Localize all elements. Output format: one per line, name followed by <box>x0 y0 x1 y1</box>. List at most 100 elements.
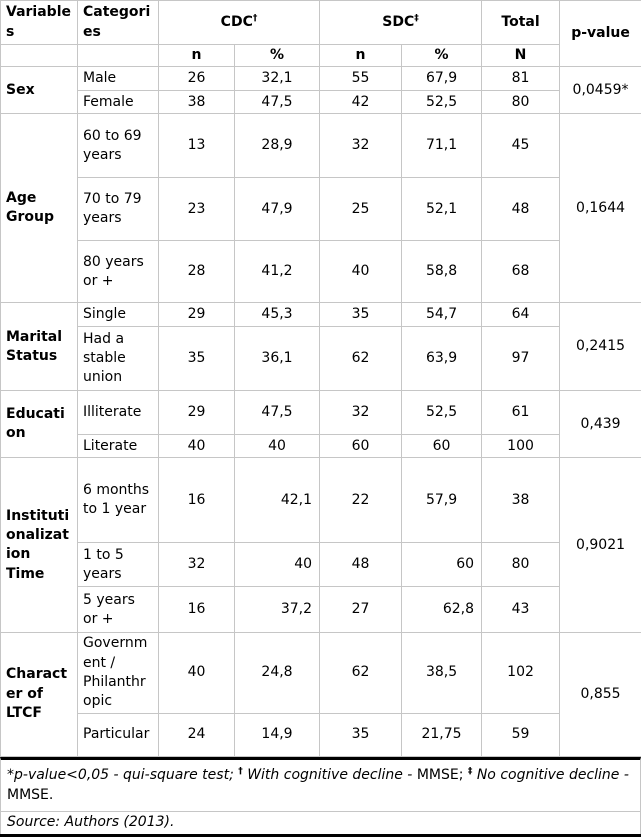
variable-cell: Sex <box>1 67 78 114</box>
header-spacer-variables <box>1 45 78 67</box>
cdc-pct-cell: 42,1 <box>235 458 320 543</box>
total-cell: 61 <box>482 391 560 435</box>
sdc-n-cell: 35 <box>320 303 402 327</box>
sdc-n-cell: 27 <box>320 587 402 633</box>
category-cell: Literate <box>78 435 159 458</box>
cdc-pct-cell: 47,5 <box>235 391 320 435</box>
table-footnote: *p-value<0,05 - qui-square test; † With … <box>0 757 641 812</box>
cdc-n-cell: 32 <box>159 543 235 587</box>
cdc-n-cell: 28 <box>159 241 235 303</box>
table-header: Variables Categories CDC† SDC‡ Total p-v… <box>1 1 641 67</box>
column-header-sdc: SDC‡ <box>320 1 482 45</box>
cdc-n-cell: 38 <box>159 91 235 114</box>
cdc-pct-cell: 14,9 <box>235 713 320 756</box>
column-header-variables: Variables <box>1 1 78 45</box>
cdc-pct-cell: 47,5 <box>235 91 320 114</box>
footnote-text: No cognitive decline - <box>472 767 629 783</box>
sdc-pct-cell: 38,5 <box>402 633 482 713</box>
cdc-pct-cell: 37,2 <box>235 587 320 633</box>
total-cell: 64 <box>482 303 560 327</box>
cdc-n-cell: 29 <box>159 391 235 435</box>
cdc-pct-cell: 40 <box>235 543 320 587</box>
cdc-n-cell: 13 <box>159 114 235 178</box>
statistics-table: Variables Categories CDC† SDC‡ Total p-v… <box>0 0 641 757</box>
total-cell: 80 <box>482 543 560 587</box>
cdc-n-cell: 16 <box>159 458 235 543</box>
footnote-text: MMSE; <box>417 767 468 783</box>
footnote-text: MMSE. <box>7 787 53 803</box>
category-cell: Female <box>78 91 159 114</box>
variable-cell: Character of LTCF <box>1 633 78 756</box>
cdc-n-cell: 40 <box>159 435 235 458</box>
sdc-pct-cell: 52,1 <box>402 178 482 241</box>
sdc-n-cell: 48 <box>320 543 402 587</box>
sdc-pct-cell: 60 <box>402 435 482 458</box>
cdc-pct-cell: 40 <box>235 435 320 458</box>
total-cell: 38 <box>482 458 560 543</box>
sdc-n-cell: 55 <box>320 67 402 91</box>
category-cell: 60 to 69 years <box>78 114 159 178</box>
cdc-n-cell: 40 <box>159 633 235 713</box>
sdc-n-cell: 42 <box>320 91 402 114</box>
header-row-subcolumns: n % n % N <box>1 45 641 67</box>
sdc-pct-cell: 67,9 <box>402 67 482 91</box>
cdc-pct-cell: 41,2 <box>235 241 320 303</box>
sdc-pct-cell: 52,5 <box>402 91 482 114</box>
variable-cell: Education <box>1 391 78 458</box>
p-value-cell: 0,439 <box>560 391 641 458</box>
cdc-n-cell: 35 <box>159 327 235 391</box>
total-cell: 43 <box>482 587 560 633</box>
total-cell: 102 <box>482 633 560 713</box>
header-spacer-categories <box>78 45 159 67</box>
sdc-n-cell: 62 <box>320 327 402 391</box>
cdc-pct-cell: 28,9 <box>235 114 320 178</box>
sdc-n-cell: 60 <box>320 435 402 458</box>
total-cell: 45 <box>482 114 560 178</box>
category-cell: Particular <box>78 713 159 756</box>
variable-cell: Marital Status <box>1 303 78 391</box>
category-cell: 70 to 79 years <box>78 178 159 241</box>
sdc-pct-cell: 71,1 <box>402 114 482 178</box>
category-cell: 5 years or + <box>78 587 159 633</box>
column-header-categories: Categories <box>78 1 159 45</box>
cdc-n-cell: 26 <box>159 67 235 91</box>
header-row-groups: Variables Categories CDC† SDC‡ Total p-v… <box>1 1 641 45</box>
p-value-cell: 0,2415 <box>560 303 641 391</box>
subheader-total-n: N <box>482 45 560 67</box>
category-cell: 6 months to 1 year <box>78 458 159 543</box>
p-value-cell: 0,855 <box>560 633 641 756</box>
sdc-pct-cell: 54,7 <box>402 303 482 327</box>
sdc-pct-cell: 52,5 <box>402 391 482 435</box>
variable-cell: Age Group <box>1 114 78 303</box>
category-cell: 1 to 5 years <box>78 543 159 587</box>
sdc-n-cell: 62 <box>320 633 402 713</box>
sdc-n-cell: 22 <box>320 458 402 543</box>
footnote-text: *p-value<0,05 - qui-square test; <box>7 767 238 783</box>
sdc-n-cell: 32 <box>320 114 402 178</box>
cdc-n-cell: 23 <box>159 178 235 241</box>
sdc-pct-cell: 60 <box>402 543 482 587</box>
total-cell: 68 <box>482 241 560 303</box>
sdc-n-cell: 35 <box>320 713 402 756</box>
category-cell: Single <box>78 303 159 327</box>
total-cell: 48 <box>482 178 560 241</box>
cdc-pct-cell: 32,1 <box>235 67 320 91</box>
cdc-n-cell: 29 <box>159 303 235 327</box>
sdc-pct-cell: 63,9 <box>402 327 482 391</box>
cdc-pct-cell: 24,8 <box>235 633 320 713</box>
sdc-pct-cell: 58,8 <box>402 241 482 303</box>
sdc-pct-cell: 21,75 <box>402 713 482 756</box>
double-dagger-icon: ‡ <box>414 13 419 23</box>
subheader-sdc-percent: % <box>402 45 482 67</box>
